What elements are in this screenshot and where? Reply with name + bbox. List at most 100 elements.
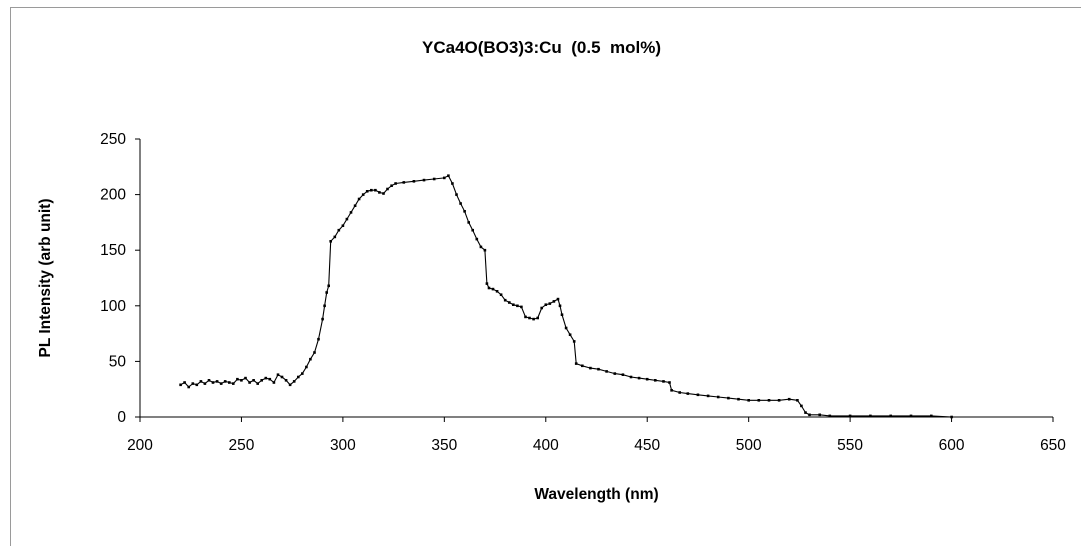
data-point <box>508 301 511 304</box>
data-point <box>179 383 182 387</box>
data-point <box>394 182 397 185</box>
data-point <box>686 392 690 395</box>
data-point <box>654 379 657 382</box>
data-point <box>808 413 811 417</box>
x-tick-label: 550 <box>837 437 863 454</box>
data-point <box>503 298 507 302</box>
data-point <box>804 411 807 414</box>
data-point <box>637 376 641 380</box>
data-point <box>475 237 479 241</box>
x-axis-label: Wavelength (nm) <box>534 486 659 503</box>
data-point <box>828 414 832 418</box>
data-point <box>432 177 436 181</box>
data-point <box>187 385 190 389</box>
data-point <box>889 414 892 418</box>
data-point <box>777 399 781 402</box>
y-tick-label: 50 <box>109 353 127 370</box>
data-point <box>365 190 369 193</box>
data-point <box>370 188 373 192</box>
data-point <box>572 340 576 343</box>
data-point <box>574 362 578 365</box>
y-tick-label: 100 <box>100 298 126 315</box>
y-tick-label: 200 <box>100 187 126 204</box>
data-point <box>325 291 328 294</box>
data-point <box>629 375 633 379</box>
x-tick-label: 450 <box>634 437 660 454</box>
data-point <box>353 204 357 207</box>
data-point <box>264 376 268 380</box>
data-point <box>499 293 503 296</box>
data-point <box>349 211 353 214</box>
x-tick-label: 400 <box>533 437 559 454</box>
data-point <box>382 192 385 195</box>
data-point <box>323 304 326 308</box>
data-point <box>321 317 324 321</box>
data-point <box>524 315 527 319</box>
data-point <box>256 382 259 385</box>
data-point <box>292 380 296 383</box>
data-point <box>540 306 543 310</box>
data-point <box>536 316 539 320</box>
y-tick-label: 0 <box>117 409 126 426</box>
data-point <box>552 300 556 303</box>
x-tick-label: 300 <box>330 437 356 454</box>
data-point <box>333 235 337 239</box>
data-point <box>219 382 223 385</box>
data-point <box>737 397 740 401</box>
data-point <box>207 379 211 382</box>
data-point <box>483 248 487 252</box>
data-point <box>276 373 280 376</box>
data-point <box>463 210 466 213</box>
data-point <box>645 377 649 381</box>
data-point <box>191 382 195 385</box>
data-point <box>668 381 671 384</box>
data-point <box>757 399 761 402</box>
data-point <box>284 379 288 382</box>
data-point <box>787 397 791 401</box>
data-point <box>195 383 199 387</box>
data-point <box>309 357 312 361</box>
data-point <box>248 381 251 384</box>
x-tick-label: 200 <box>127 437 153 454</box>
data-point <box>337 228 341 232</box>
data-point <box>301 372 304 375</box>
x-tick-label: 350 <box>431 437 457 454</box>
data-point <box>223 380 227 383</box>
data-point <box>244 376 247 380</box>
data-point <box>199 380 203 383</box>
data-point <box>228 381 231 384</box>
data-point <box>589 366 592 370</box>
data-point <box>236 377 239 381</box>
data-point <box>516 304 519 308</box>
data-point <box>272 381 276 384</box>
data-point <box>520 305 523 309</box>
data-point <box>930 414 933 418</box>
data-point <box>317 337 320 341</box>
data-point <box>950 415 953 419</box>
data-point <box>455 193 458 196</box>
data-point <box>479 245 483 249</box>
y-tick-label: 250 <box>100 131 126 148</box>
data-point <box>471 228 474 232</box>
data-point <box>215 380 219 383</box>
data-point <box>268 377 272 381</box>
data-point <box>467 221 470 224</box>
data-point <box>345 217 349 221</box>
data-point <box>329 240 332 243</box>
data-point <box>544 303 548 306</box>
data-point <box>341 224 345 227</box>
data-point <box>313 351 316 354</box>
data-point <box>605 370 608 373</box>
data-point <box>451 182 454 185</box>
data-point <box>327 284 330 288</box>
data-point <box>203 382 207 385</box>
data-point <box>597 367 600 371</box>
data-point <box>848 414 852 418</box>
data-point <box>869 414 872 418</box>
data-point <box>390 184 393 187</box>
data-point <box>556 297 560 301</box>
data-point <box>422 178 426 182</box>
data-point <box>412 180 416 183</box>
data-point <box>670 389 673 392</box>
data-point <box>252 379 255 382</box>
